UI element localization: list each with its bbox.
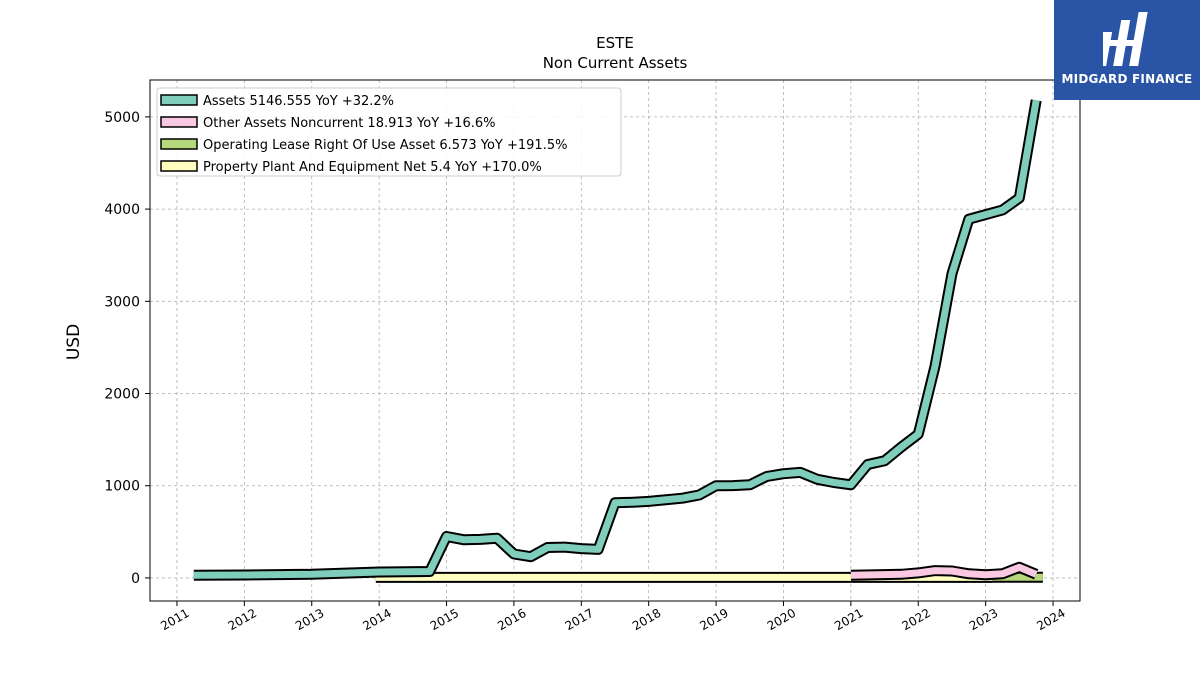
x-tick-label: 2022 (900, 606, 933, 633)
legend-property-plant-and-equipment-net-label: Property Plant And Equipment Net 5.4 YoY… (203, 160, 542, 175)
x-tick-label: 2019 (697, 606, 730, 633)
y-tick-label: 0 (131, 571, 140, 587)
legend-property-plant-and-equipment-net-swatch (160, 160, 198, 172)
x-tick-label: 2020 (765, 606, 798, 633)
x-tick-label: 2013 (293, 606, 326, 633)
legend: Assets 5146.555 YoY +32.2% Other Assets N… (156, 87, 622, 177)
y-tick-label: 3000 (104, 294, 140, 310)
legend-property-plant-and-equipment-net: Property Plant And Equipment Net 5.4 YoY… (160, 160, 542, 175)
legend-other-assets-noncurrent-swatch (160, 116, 198, 128)
x-tick-label: 2014 (360, 606, 393, 633)
brand-logo: MIDGARD FINANCE (1054, 0, 1200, 100)
y-tick-label: 4000 (104, 202, 140, 218)
x-tick-label: 2016 (495, 606, 528, 633)
y-tick-label: 5000 (104, 110, 140, 126)
x-tick-label: 2015 (428, 606, 461, 633)
legend-box (156, 87, 622, 177)
x-tick-label: 2023 (967, 606, 1000, 633)
legend-assets: Assets 5146.555 YoY +32.2% (160, 94, 394, 109)
x-tick-label: 2018 (630, 606, 663, 633)
x-tick-label: 2021 (832, 606, 865, 633)
legend-assets-swatch (160, 94, 198, 106)
x-tick-label: 2024 (1034, 606, 1067, 633)
x-tick-label: 2017 (563, 606, 596, 633)
x-tick-label: 2011 (158, 606, 191, 633)
series-other-assets-noncurrent (850, 561, 1039, 581)
series-other-assets-noncurrent-line (850, 563, 1038, 579)
x-tick-label: 2012 (226, 606, 259, 633)
series-assets (193, 99, 1042, 581)
brand-name: MIDGARD FINANCE (1061, 72, 1193, 86)
midgard-logo-icon (1103, 12, 1148, 66)
legend-assets-label: Assets 5146.555 YoY +32.2% (203, 94, 394, 109)
series-assets-line (193, 99, 1040, 579)
legend-other-assets-noncurrent: Other Assets Noncurrent 18.913 YoY +16.6… (160, 116, 495, 131)
y-tick-label: 1000 (104, 479, 140, 495)
legend-other-assets-noncurrent-label: Other Assets Noncurrent 18.913 YoY +16.6… (203, 116, 495, 131)
y-axis-label: USD (64, 324, 84, 360)
chart-subtitle: Non Current Assets (543, 54, 688, 72)
y-tick-label: 2000 (104, 387, 140, 403)
legend-operating-lease-right-of-use-asset: Operating Lease Right Of Use Asset 6.573… (160, 138, 567, 153)
legend-operating-lease-right-of-use-asset-swatch (160, 138, 198, 150)
legend-operating-lease-right-of-use-asset-label: Operating Lease Right Of Use Asset 6.573… (203, 138, 567, 153)
series-layer (193, 99, 1043, 583)
chart-title: ESTE (596, 34, 634, 52)
plot-frame (149, 79, 1081, 602)
